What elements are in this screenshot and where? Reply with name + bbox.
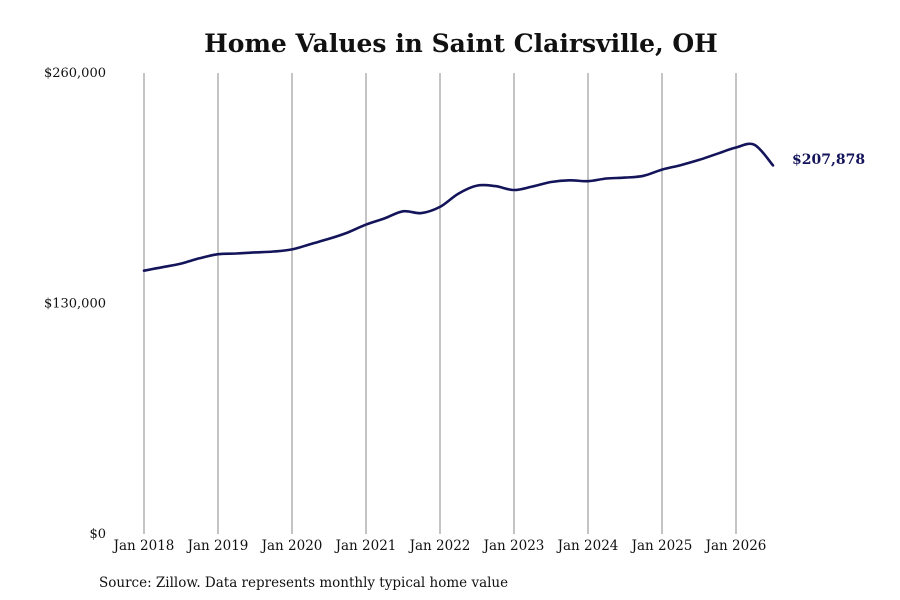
x-tick-label: Jan 2021 (334, 538, 397, 554)
x-tick-label: Jan 2026 (704, 538, 767, 554)
x-tick-label: Jan 2019 (186, 538, 249, 554)
x-tick-label: Jan 2018 (112, 538, 175, 554)
x-tick-label: Jan 2025 (630, 538, 693, 554)
y-axis-ticks: $0 $130,000 $260,000 (44, 66, 106, 542)
y-tick-label: $0 (89, 527, 106, 542)
chart-title: Home Values in Saint Clairsville, OH (204, 29, 718, 58)
x-tick-label: Jan 2024 (556, 538, 619, 554)
vertical-gridlines (143, 73, 737, 534)
x-axis-ticks: Jan 2018 Jan 2019 Jan 2020 Jan 2021 Jan 2022… (112, 538, 767, 554)
series-line (142, 142, 775, 272)
x-tick-label: Jan 2020 (260, 538, 323, 554)
y-tick-label: $130,000 (44, 297, 106, 312)
y-tick-label: $260,000 (44, 66, 106, 81)
x-tick-label: Jan 2023 (482, 538, 545, 554)
x-tick-label: Jan 2022 (408, 538, 471, 554)
source-note: Source: Zillow. Data represents monthly … (99, 575, 508, 591)
end-value-label: $207,878 (792, 152, 865, 168)
